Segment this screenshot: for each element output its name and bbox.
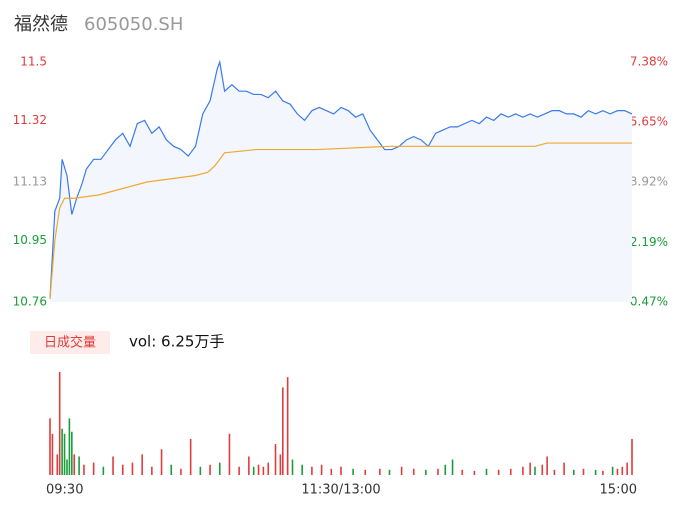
volume-bar: [611, 466, 614, 475]
volume-bar: [51, 433, 54, 475]
volume-bar: [73, 454, 76, 475]
volume-bar: [509, 468, 512, 475]
volume-bar: [291, 459, 294, 475]
volume-bar: [582, 468, 585, 475]
volume-bar: [199, 466, 202, 475]
volume-bar: [58, 372, 61, 475]
volume-label: vol: 6.25万手: [129, 333, 224, 351]
y2-tick-label: 2.19%: [630, 235, 668, 249]
y2-tick-label: 5.65%: [630, 115, 668, 129]
volume-bar: [541, 464, 544, 475]
volume-button-label[interactable]: 日成交量: [44, 335, 96, 351]
y-tick-label: 11.13: [13, 175, 47, 189]
y2-tick-label: 0.47%: [630, 295, 668, 309]
volume-bar: [497, 469, 500, 475]
stock-code: 605050.SH: [84, 14, 183, 35]
series-line: [49, 142, 632, 299]
volume-bar: [534, 466, 536, 475]
volume-bar: [238, 466, 240, 475]
volume-bar: [553, 469, 556, 475]
volume-button[interactable]: [30, 331, 110, 354]
volume-bar: [63, 433, 66, 475]
volume-bar: [252, 466, 255, 475]
volume-bar: [170, 464, 173, 475]
volume-bar: [621, 466, 624, 475]
volume-bar: [92, 462, 95, 475]
volume-bar: [364, 469, 367, 475]
volume-bar: [279, 454, 282, 475]
volume-bar: [78, 456, 80, 475]
series-line: [49, 59, 633, 299]
volume-bar: [616, 468, 619, 475]
volume-bar: [112, 456, 114, 475]
volume-bar: [631, 438, 633, 475]
volume-bar: [400, 466, 403, 475]
volume-bar: [228, 433, 231, 475]
volume-bar: [151, 466, 153, 475]
volume-bar: [56, 454, 59, 475]
volume-bar: [485, 468, 488, 475]
x-tick-label: 15:00: [600, 483, 637, 498]
volume-bar: [71, 431, 73, 475]
volume-bar: [437, 468, 439, 475]
volume-bar: [282, 387, 284, 475]
volume-bar: [311, 466, 313, 475]
volume-bar: [121, 464, 124, 475]
volume-bar: [267, 462, 270, 475]
volume-bar: [563, 462, 565, 475]
volume-bar: [320, 464, 323, 475]
y-tick-label: 10.95: [13, 233, 47, 247]
price-area: [50, 62, 632, 302]
volume-bar: [274, 444, 277, 475]
volume-bar: [340, 466, 342, 475]
y-tick-label: 11.5: [20, 55, 47, 69]
volume-bar: [218, 462, 221, 475]
volume-bar: [473, 470, 476, 475]
volume-bar: [461, 469, 464, 475]
volume-bar: [49, 418, 51, 475]
volume-bar: [68, 418, 71, 475]
volume-bar: [61, 428, 63, 475]
volume-bar: [83, 464, 85, 475]
volume-bar: [388, 469, 391, 475]
volume-bar: [546, 456, 548, 475]
volume-bar: [379, 468, 381, 475]
volume-bar: [412, 468, 415, 475]
volume-bar: [102, 466, 105, 475]
stock-name: 福然德: [14, 14, 68, 35]
x-tick-label: 09:30: [46, 483, 83, 498]
volume-bar: [529, 462, 531, 475]
volume-bar: [352, 468, 354, 475]
volume-bar: [425, 469, 427, 475]
volume-bar: [180, 468, 182, 475]
volume-bar: [594, 469, 597, 475]
volume-bar: [66, 459, 68, 475]
volume-bar: [522, 466, 524, 475]
volume-bar: [573, 469, 575, 475]
volume-bar: [602, 470, 604, 475]
volume-bar: [330, 468, 333, 475]
x-tick-label: 11:30/13:00: [301, 483, 380, 498]
volume-bar: [451, 459, 454, 475]
volume-bar: [131, 462, 134, 475]
volume-bar: [262, 466, 265, 475]
volume-bar: [209, 464, 211, 475]
volume-bar: [286, 377, 289, 475]
y-tick-label: 10.76: [13, 295, 47, 309]
volume-bar: [301, 464, 303, 475]
volume-bar: [189, 438, 192, 475]
y-tick-label: 11.32: [13, 113, 47, 127]
volume-bar: [626, 462, 628, 475]
volume-bar: [141, 454, 143, 475]
volume-bar: [248, 456, 250, 475]
y2-tick-label: 3.92%: [630, 175, 668, 189]
volume-bar: [444, 464, 447, 475]
y2-tick-label: 7.38%: [630, 55, 668, 69]
volume-bar: [160, 449, 163, 475]
volume-bar: [257, 464, 260, 475]
